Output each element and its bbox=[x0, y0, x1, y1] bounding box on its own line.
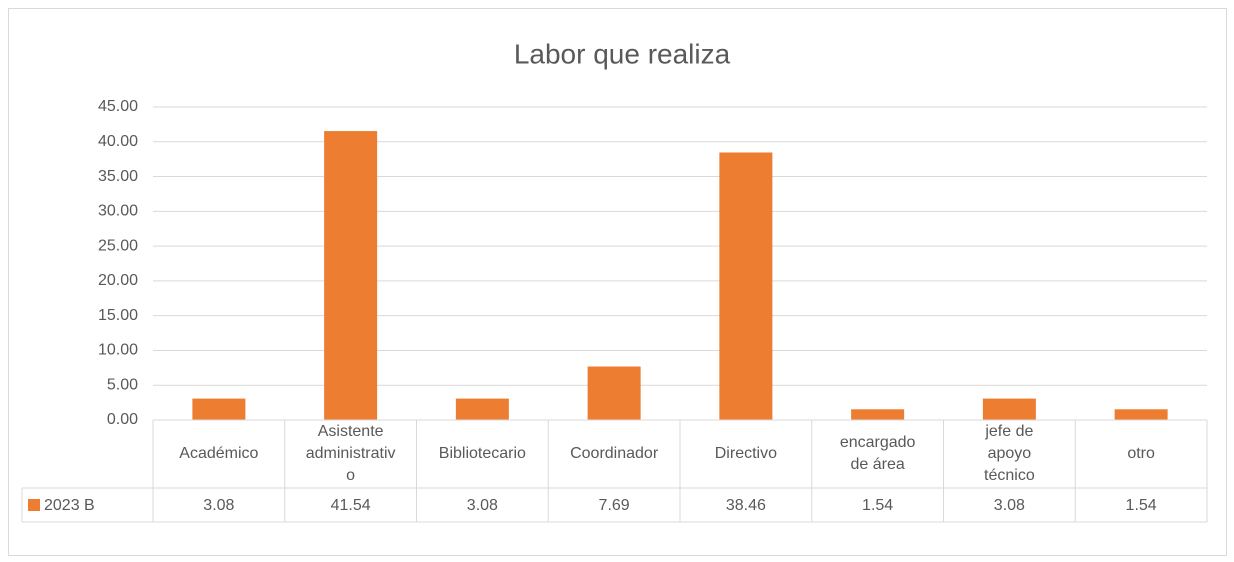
bar bbox=[982, 398, 1036, 420]
x-tick-label: Académico bbox=[179, 445, 259, 462]
y-tick-label: 45.00 bbox=[98, 98, 138, 115]
table-value: 7.69 bbox=[599, 497, 630, 514]
y-tick-label: 20.00 bbox=[98, 272, 138, 289]
bar bbox=[587, 366, 641, 420]
x-tick-label: Coordinador bbox=[570, 445, 659, 462]
y-tick-label: 40.00 bbox=[98, 133, 138, 150]
bar bbox=[455, 398, 509, 420]
table-value: 3.08 bbox=[467, 497, 498, 514]
x-tick-label: Bibliotecario bbox=[438, 445, 526, 462]
bar bbox=[192, 398, 246, 420]
x-tick-label: encargado de área bbox=[839, 434, 916, 473]
y-tick-label: 35.00 bbox=[98, 168, 138, 185]
chart-border bbox=[8, 8, 1227, 556]
legend-swatch bbox=[28, 499, 40, 511]
table-value: 1.54 bbox=[862, 497, 893, 514]
y-tick-label: 5.00 bbox=[107, 376, 138, 393]
y-tick-label: 30.00 bbox=[98, 203, 138, 220]
table-value: 41.54 bbox=[331, 497, 371, 514]
y-tick-label: 0.00 bbox=[107, 411, 138, 428]
y-tick-label: 15.00 bbox=[98, 307, 138, 324]
bar bbox=[324, 131, 378, 420]
bar bbox=[1114, 409, 1168, 420]
table-value: 38.46 bbox=[726, 497, 766, 514]
x-tick-label: otro bbox=[1127, 445, 1155, 462]
chart-title: Labor que realiza bbox=[514, 38, 731, 69]
x-tick-label: jefe de apoyo técnico bbox=[984, 423, 1035, 484]
bar bbox=[719, 152, 773, 421]
table-value: 3.08 bbox=[203, 497, 234, 514]
x-tick-label: Directivo bbox=[714, 445, 777, 462]
table-value: 1.54 bbox=[1126, 497, 1157, 514]
bar bbox=[851, 409, 905, 420]
legend-label: 2023 B bbox=[44, 497, 95, 514]
x-tick-label: Asistente administrativo bbox=[305, 423, 396, 484]
y-tick-label: 25.00 bbox=[98, 237, 138, 254]
y-tick-label: 10.00 bbox=[98, 342, 138, 359]
table-value: 3.08 bbox=[994, 497, 1025, 514]
